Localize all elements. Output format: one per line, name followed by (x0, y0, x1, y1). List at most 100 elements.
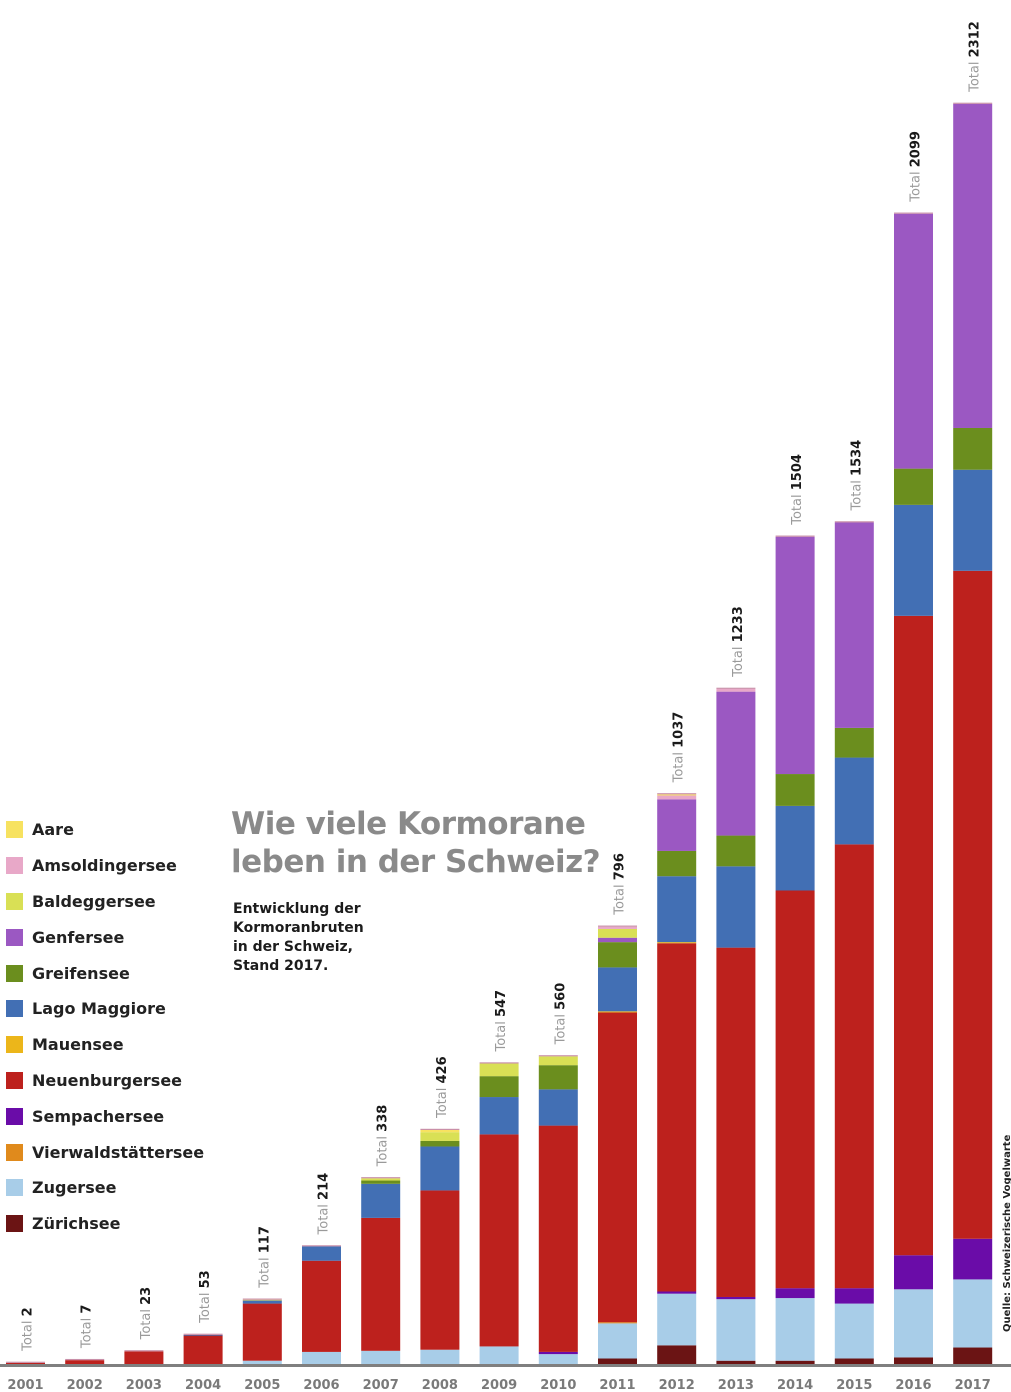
bar-top-2005 (242, 1298, 282, 1300)
bar-segment-2011-mauensee (598, 1011, 637, 1013)
total-label-2016: Total 2099 (909, 131, 924, 203)
total-label-2012: Total 1037 (672, 712, 687, 784)
bar-segment-2017-greifensee (953, 427, 993, 470)
legend-item-sempachersee: Sempachersee (6, 1098, 204, 1134)
legend-label-mauensee: Mauensee (32, 1035, 124, 1055)
legend-swatch-amsoldingersee (6, 857, 23, 875)
total-label-2005: Total 117 (257, 1226, 272, 1289)
bar-segment-2003-neuenburgersee (124, 1351, 164, 1364)
bar-segment-2013-lago-maggiore (716, 866, 756, 948)
subtitle-line-2: Kormoranbruten (233, 920, 364, 936)
bar-segment-2008-baldeggersee (420, 1132, 460, 1141)
bar-segment-2016-zuerichsee (894, 1357, 933, 1364)
year-label-2014: 2014 (777, 1378, 813, 1392)
bar-segment-2013-neuenburgersee (716, 947, 756, 1297)
legend-swatch-sempachersee (6, 1107, 23, 1125)
total-label-2010: Total 560 (553, 983, 568, 1046)
bar-segment-2014-zugersee (775, 1298, 815, 1361)
legend-label-aare: Aare (32, 820, 74, 840)
legend-swatch-baldeggersee (6, 892, 23, 910)
bar-segment-2012-lago-maggiore (657, 876, 697, 943)
legend-item-zuerichsee: Zürichsee (6, 1206, 204, 1242)
bar-segment-2009-neuenburgersee (479, 1134, 519, 1347)
chart-title: Wie viele Kormorane leben in der Schweiz… (231, 805, 651, 881)
bar-top-2009 (479, 1062, 519, 1064)
year-label-2011: 2011 (599, 1378, 635, 1392)
bar-segment-2012-greifensee (657, 850, 697, 877)
legend-swatch-aare (6, 821, 23, 839)
total-label-2013: Total 1233 (731, 606, 746, 678)
legend-item-zugersee: Zugersee (6, 1170, 204, 1206)
bar-top-2013 (716, 687, 756, 689)
legend-swatch-neuenburgersee (6, 1071, 23, 1089)
legend-swatch-greifensee (6, 964, 23, 982)
bar-segment-2012-neuenburgersee (657, 943, 697, 1292)
bar-segment-2013-zugersee (716, 1299, 756, 1361)
bar-segment-2009-baldeggersee (479, 1063, 519, 1077)
total-label-2011: Total 796 (613, 853, 628, 916)
bar-segment-2017-zuerichsee (953, 1347, 993, 1364)
year-label-2008: 2008 (422, 1378, 458, 1392)
legend-item-lago-maggiore: Lago Maggiore (6, 991, 204, 1027)
total-label-2004: Total 53 (198, 1270, 213, 1324)
bar-segment-2011-vierwaldstaettersee (598, 1322, 637, 1324)
legend-item-aare: Aare (6, 812, 204, 848)
bar-segment-2008-greifensee (420, 1140, 460, 1147)
bar-segment-2012-aare (657, 794, 697, 796)
legend-label-genfersee: Genfersee (32, 927, 125, 947)
bar-segment-2015-lago-maggiore (834, 757, 874, 845)
bar-segment-2017-sempachersee (953, 1238, 993, 1280)
title-line-2: leben in der Schweiz? (231, 844, 601, 880)
bar-top-2011 (598, 925, 637, 927)
bar-segment-2016-genfersee (894, 213, 933, 469)
bar-top-2012 (657, 793, 697, 795)
bar-segment-2016-lago-maggiore (894, 504, 933, 616)
bar-segment-2017-neuenburgersee (953, 570, 993, 1239)
bar-segment-2017-zugersee (953, 1279, 993, 1348)
legend-item-genfersee: Genfersee (6, 919, 204, 955)
bar-segment-2002-neuenburgersee (65, 1360, 105, 1364)
bar-segment-2012-genfersee (657, 799, 697, 851)
bar-top-2016 (894, 212, 933, 214)
year-label-2010: 2010 (540, 1378, 576, 1392)
bar-segment-2013-zuerichsee (716, 1360, 756, 1364)
bar-top-2008 (420, 1128, 460, 1130)
legend-label-lago-maggiore: Lago Maggiore (32, 999, 166, 1019)
bar-segment-2010-sempachersee (538, 1351, 578, 1355)
legend-item-mauensee: Mauensee (6, 1027, 204, 1063)
bar-segment-2014-sempachersee (775, 1288, 815, 1299)
bar-segment-2007-zugersee (361, 1350, 401, 1364)
total-label-2006: Total 214 (317, 1173, 332, 1236)
bar-top-2001 (6, 1361, 45, 1363)
bar-segment-2001-neuenburgersee (6, 1362, 45, 1364)
bar-segment-2011-amsoldingersee (598, 926, 637, 929)
bar-segment-2011-genfersee (598, 937, 637, 943)
year-label-2016: 2016 (895, 1378, 931, 1392)
legend-label-amsoldingersee: Amsoldingersee (32, 856, 177, 876)
source-note: Quelle: Schweizerische Vogelwarte (1002, 1134, 1011, 1332)
year-label-2001: 2001 (7, 1378, 43, 1392)
bar-top-2010 (538, 1055, 578, 1057)
year-label-2007: 2007 (363, 1378, 399, 1392)
bar-segment-2008-aare (420, 1129, 460, 1133)
legend-swatch-vierwaldstaettersee (6, 1143, 23, 1161)
bar-segment-2010-lago-maggiore (538, 1089, 578, 1126)
bar-segment-2015-neuenburgersee (834, 844, 874, 1289)
total-label-2014: Total 1504 (790, 454, 805, 526)
subtitle-line-4: Stand 2017. (233, 958, 329, 974)
bar-segment-2013-greifensee (716, 835, 756, 867)
legend-label-vierwaldstaettersee: Vierwaldstättersee (32, 1142, 205, 1162)
legend-swatch-zuerichsee (6, 1215, 23, 1233)
legend-item-amsoldingersee: Amsoldingersee (6, 848, 204, 884)
subtitle-line-3: in der Schweiz, (233, 939, 353, 955)
legend-label-sempachersee: Sempachersee (32, 1106, 165, 1126)
bar-segment-2013-genfersee (716, 691, 756, 836)
legend-swatch-lago-maggiore (6, 1000, 23, 1018)
chart-legend: Aare Amsoldingersee Baldeggersee Genfers… (6, 812, 204, 1242)
bar-segment-2011-greifensee (598, 942, 637, 968)
legend-label-zuerichsee: Zürichsee (32, 1214, 121, 1234)
legend-swatch-genfersee (6, 928, 23, 946)
legend-item-neuenburgersee: Neuenburgersee (6, 1063, 204, 1099)
bar-segment-2010-zugersee (538, 1354, 578, 1364)
